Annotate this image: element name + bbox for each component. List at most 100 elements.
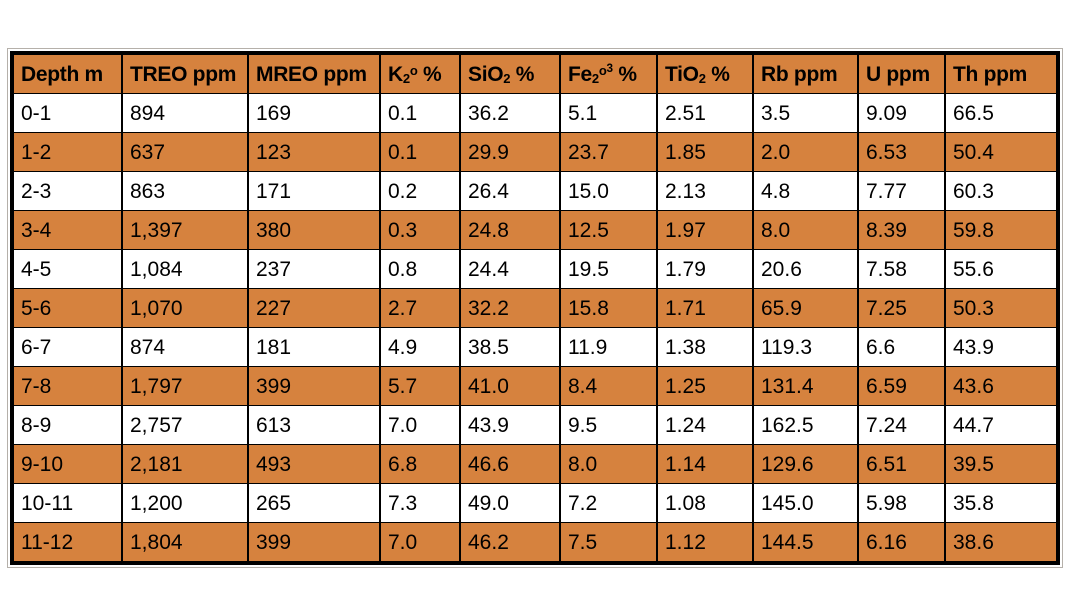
header-text: K bbox=[388, 62, 403, 86]
cell-depth: 9-10 bbox=[12, 444, 122, 484]
cell-th: 35.8 bbox=[944, 483, 1058, 523]
cell-mreo: 169 bbox=[247, 93, 380, 133]
header-text: Depth m bbox=[21, 62, 103, 86]
geochemistry-table: Depth m TREO ppm MREO ppm K2o % SiO2 % Fe2o3 … bbox=[10, 51, 1060, 565]
cell-tio2: 1.79 bbox=[656, 249, 753, 289]
cell-rb: 144.5 bbox=[752, 522, 858, 563]
column-header-depth: Depth m bbox=[12, 53, 122, 94]
cell-depth: 10-11 bbox=[12, 483, 122, 523]
cell-depth: 8-9 bbox=[12, 405, 122, 445]
cell-u: 5.98 bbox=[857, 483, 945, 523]
cell-u: 6.6 bbox=[857, 327, 945, 367]
cell-mreo: 613 bbox=[247, 405, 380, 445]
cell-th: 55.6 bbox=[944, 249, 1058, 289]
cell-tio2: 2.13 bbox=[656, 171, 753, 211]
header-text: % bbox=[705, 62, 730, 86]
cell-treo: 894 bbox=[121, 93, 248, 133]
header-sup2script: 3 bbox=[606, 62, 614, 76]
cell-mreo: 181 bbox=[247, 327, 380, 367]
cell-mreo: 237 bbox=[247, 249, 380, 289]
cell-k2o: 0.1 bbox=[379, 132, 460, 172]
cell-mreo: 265 bbox=[247, 483, 380, 523]
cell-k2o: 4.9 bbox=[379, 327, 460, 367]
header-text: Th ppm bbox=[953, 62, 1028, 86]
cell-sio2: 43.9 bbox=[459, 405, 560, 445]
cell-depth: 3-4 bbox=[12, 210, 122, 250]
cell-treo: 863 bbox=[121, 171, 248, 211]
cell-th: 66.5 bbox=[944, 93, 1058, 133]
table-row-depth-5-6: 5-6 1,070 227 2.7 32.2 15.8 1.71 65.9 7.25 50.3 bbox=[12, 288, 1058, 328]
table-row-depth-11-12: 11-12 1,804 399 7.0 46.2 7.5 1.12 144.5 6.16 38.6 bbox=[12, 522, 1058, 563]
cell-treo: 1,397 bbox=[121, 210, 248, 250]
cell-fe2o3: 9.5 bbox=[559, 405, 657, 445]
cell-treo: 1,200 bbox=[121, 483, 248, 523]
cell-treo: 1,804 bbox=[121, 522, 248, 563]
cell-depth: 4-5 bbox=[12, 249, 122, 289]
cell-k2o: 7.0 bbox=[379, 522, 460, 563]
cell-tio2: 1.38 bbox=[656, 327, 753, 367]
header-text: % bbox=[417, 62, 442, 86]
cell-rb: 2.0 bbox=[752, 132, 858, 172]
cell-th: 43.9 bbox=[944, 327, 1058, 367]
cell-u: 6.16 bbox=[857, 522, 945, 563]
cell-th: 60.3 bbox=[944, 171, 1058, 211]
header-text: Rb ppm bbox=[761, 62, 838, 86]
cell-depth: 0-1 bbox=[12, 93, 122, 133]
column-header-k2o: K2o % bbox=[379, 53, 460, 94]
cell-fe2o3: 23.7 bbox=[559, 132, 657, 172]
header-text: % bbox=[510, 62, 535, 86]
header-subscript: 2 bbox=[402, 70, 410, 86]
cell-fe2o3: 11.9 bbox=[559, 327, 657, 367]
cell-depth: 11-12 bbox=[12, 522, 122, 563]
cell-rb: 162.5 bbox=[752, 405, 858, 445]
cell-th: 44.7 bbox=[944, 405, 1058, 445]
cell-mreo: 399 bbox=[247, 522, 380, 563]
table-row-depth-7-8: 7-8 1,797 399 5.7 41.0 8.4 1.25 131.4 6.59 43.6 bbox=[12, 366, 1058, 406]
cell-sio2: 32.2 bbox=[459, 288, 560, 328]
cell-tio2: 1.97 bbox=[656, 210, 753, 250]
cell-th: 39.5 bbox=[944, 444, 1058, 484]
column-header-tio2: TiO2 % bbox=[656, 53, 753, 94]
header-text: SiO bbox=[468, 62, 504, 86]
cell-tio2: 1.08 bbox=[656, 483, 753, 523]
cell-u: 9.09 bbox=[857, 93, 945, 133]
column-header-treo: TREO ppm bbox=[121, 53, 248, 94]
cell-tio2: 1.25 bbox=[656, 366, 753, 406]
cell-mreo: 399 bbox=[247, 366, 380, 406]
column-header-u: U ppm bbox=[857, 53, 945, 94]
cell-k2o: 0.1 bbox=[379, 93, 460, 133]
cell-sio2: 38.5 bbox=[459, 327, 560, 367]
cell-sio2: 49.0 bbox=[459, 483, 560, 523]
cell-rb: 3.5 bbox=[752, 93, 858, 133]
cell-tio2: 1.14 bbox=[656, 444, 753, 484]
cell-k2o: 7.0 bbox=[379, 405, 460, 445]
cell-sio2: 26.4 bbox=[459, 171, 560, 211]
cell-u: 7.58 bbox=[857, 249, 945, 289]
cell-rb: 65.9 bbox=[752, 288, 858, 328]
header-subscript: 2 bbox=[591, 70, 599, 86]
cell-u: 7.25 bbox=[857, 288, 945, 328]
cell-sio2: 46.2 bbox=[459, 522, 560, 563]
header-text: Fe bbox=[568, 62, 592, 86]
cell-k2o: 7.3 bbox=[379, 483, 460, 523]
cell-treo: 1,797 bbox=[121, 366, 248, 406]
cell-th: 50.4 bbox=[944, 132, 1058, 172]
table-body: 0-1 894 169 0.1 36.2 5.1 2.51 3.5 9.09 66.5 1-2 637… bbox=[12, 93, 1058, 563]
column-header-fe2o3: Fe2o3 % bbox=[559, 53, 657, 94]
cell-depth: 2-3 bbox=[12, 171, 122, 211]
cell-treo: 1,070 bbox=[121, 288, 248, 328]
cell-th: 43.6 bbox=[944, 366, 1058, 406]
cell-fe2o3: 7.2 bbox=[559, 483, 657, 523]
cell-sio2: 24.8 bbox=[459, 210, 560, 250]
header-supscript: o bbox=[598, 62, 607, 78]
cell-fe2o3: 12.5 bbox=[559, 210, 657, 250]
cell-k2o: 5.7 bbox=[379, 366, 460, 406]
cell-treo: 2,181 bbox=[121, 444, 248, 484]
cell-th: 59.8 bbox=[944, 210, 1058, 250]
cell-depth: 6-7 bbox=[12, 327, 122, 367]
cell-treo: 874 bbox=[121, 327, 248, 367]
cell-treo: 2,757 bbox=[121, 405, 248, 445]
cell-th: 50.3 bbox=[944, 288, 1058, 328]
cell-k2o: 2.7 bbox=[379, 288, 460, 328]
